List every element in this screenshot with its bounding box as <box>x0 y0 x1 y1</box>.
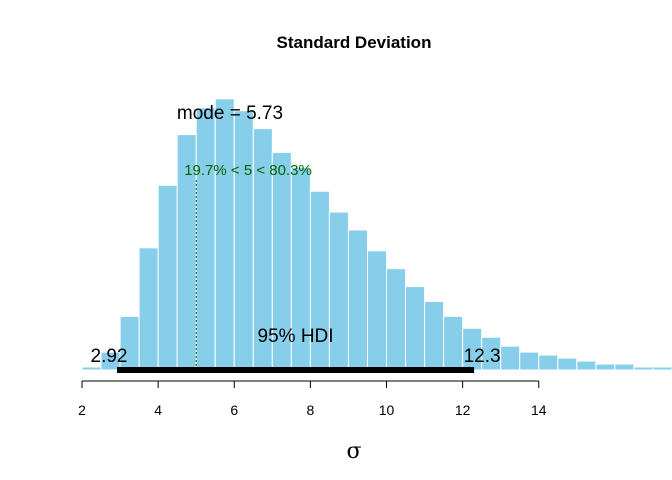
histogram-bar <box>214 98 235 371</box>
histogram-bar <box>557 357 578 371</box>
histogram-bar <box>195 107 216 371</box>
histogram-bar <box>576 360 597 371</box>
histogram-bar <box>405 286 426 371</box>
histogram-bar <box>157 184 178 371</box>
histogram-bar <box>233 110 254 371</box>
bars-group <box>81 98 672 371</box>
x-axis: 2 4 6 8 10 12 14 <box>78 380 547 418</box>
histogram-bar <box>633 366 654 371</box>
hdi-label: 95% HDI <box>258 326 334 347</box>
histogram-bar <box>595 363 616 371</box>
histogram-bar <box>81 366 102 371</box>
hdi-low-label: 2.92 <box>91 346 128 367</box>
x-tick-label: 6 <box>230 402 238 418</box>
x-tick-label: 14 <box>531 402 547 418</box>
histogram-bar <box>386 268 407 371</box>
histogram-bar <box>366 250 388 371</box>
histogram-bar <box>443 315 464 371</box>
histogram-bar <box>614 363 635 371</box>
histogram-bar <box>652 366 672 371</box>
chart-title: Standard Deviation <box>277 33 432 52</box>
x-axis-label: σ <box>346 439 361 464</box>
histogram-bar <box>519 351 540 371</box>
x-tick-label: 4 <box>154 402 162 418</box>
x-tick-label: 2 <box>78 402 86 418</box>
histogram-bar <box>347 229 368 371</box>
x-tick-label: 10 <box>379 402 395 418</box>
comparison-annotation: 19.7% < 5 < 80.3% <box>184 162 312 179</box>
hdi-high-label: 12.3 <box>464 346 501 367</box>
hdi-bar <box>117 367 475 373</box>
histogram-bar <box>538 354 559 371</box>
histogram-bar <box>138 247 159 371</box>
mode-annotation: mode = 5.73 <box>177 103 283 124</box>
x-tick-label: 8 <box>306 402 314 418</box>
histogram-bar <box>424 300 445 371</box>
histogram-bar <box>500 345 521 371</box>
x-tick-label: 12 <box>455 402 471 418</box>
